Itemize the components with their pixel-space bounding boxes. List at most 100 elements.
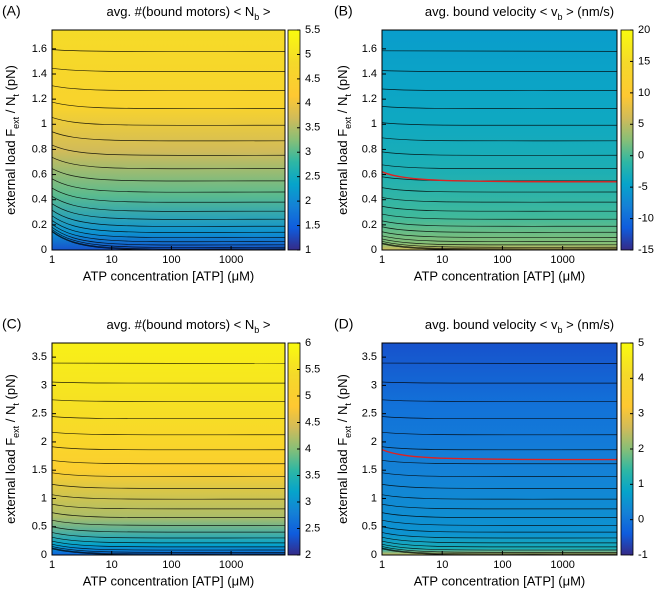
colorbar-tick-label: 5 <box>638 118 644 130</box>
chart-title-part: b <box>254 12 259 22</box>
colorbar-tick-label: 3 <box>638 408 644 420</box>
contour-line <box>51 494 286 500</box>
contour-line <box>381 536 618 544</box>
x-tick-label: 1000 <box>219 254 243 266</box>
colorbar-tick-label: 5 <box>305 390 311 402</box>
contour-line <box>381 235 618 242</box>
contour-line <box>51 196 286 212</box>
y-axis-label-part: / N <box>3 97 18 117</box>
y-axis-label-part: (pN) <box>3 374 18 403</box>
contour-line <box>51 399 286 402</box>
y-tick-label: 0.6 <box>32 168 47 180</box>
colorbar-tick-label: 4.5 <box>305 73 320 85</box>
panel-label: (A) <box>2 3 21 19</box>
contour-line <box>51 215 286 233</box>
x-tick-label: 10 <box>106 254 118 266</box>
contour-line <box>381 213 618 220</box>
contour-line <box>51 472 286 477</box>
contour-line <box>381 164 618 170</box>
chart-title-part: > <box>259 317 270 332</box>
contour-line <box>381 231 618 238</box>
contour-line <box>381 543 618 551</box>
contour-line <box>381 483 618 489</box>
chart-title-part: avg. #(bound motors) < N <box>106 4 254 19</box>
y-tick-label: 0.4 <box>32 194 47 206</box>
chart-title-part: b <box>557 12 562 22</box>
chart-title: avg. bound velocity < vb > (nm/s) <box>425 4 614 22</box>
zero-contour <box>381 171 618 183</box>
contour-line <box>51 230 286 250</box>
contour-line <box>381 494 618 500</box>
y-axis-label-part: / N <box>3 406 18 426</box>
contour-line <box>381 240 618 248</box>
y-axis-label-part: t <box>343 94 353 97</box>
y-tick-label: 0.2 <box>362 219 377 231</box>
contour-line <box>51 156 286 170</box>
colorbar-tick-label: 3.5 <box>305 122 320 134</box>
y-tick-label: 0 <box>371 244 377 256</box>
colorbar-tick-label: 4.5 <box>305 416 320 428</box>
x-axis-label: ATP concentration [ATP] (μM) <box>414 573 586 588</box>
y-tick-label: 0.2 <box>32 219 47 231</box>
y-axis-label-part: (pN) <box>335 374 350 403</box>
y-tick-label: 0.8 <box>32 143 47 155</box>
colorbar-tick-label: 1 <box>305 244 311 256</box>
y-tick-label: 1.2 <box>362 93 377 105</box>
x-tick-label: 1 <box>49 254 55 266</box>
contour-line <box>51 144 286 156</box>
contour-line <box>51 117 286 126</box>
y-tick-label: 1 <box>371 118 377 130</box>
colorbar-tick-label: 5 <box>305 48 311 60</box>
y-axis-label-part: external load F <box>3 129 18 215</box>
contour-line <box>381 151 618 156</box>
colorbar-tick-label: 5.5 <box>305 363 320 375</box>
contour-line <box>51 223 286 243</box>
contour-line <box>51 101 286 109</box>
colorbar-tick-label: 10 <box>638 87 650 99</box>
y-tick-label: 2.5 <box>32 408 47 420</box>
colorbar-tick-label: 4 <box>638 372 644 384</box>
y-axis-label-part: ext <box>11 116 21 129</box>
contour-line <box>51 187 286 203</box>
plot-frame <box>381 29 618 251</box>
colorbar-tick-label: 3 <box>305 496 311 508</box>
x-tick-label: 1000 <box>550 559 574 571</box>
contour-line <box>381 399 618 402</box>
y-axis-label-part: external load F <box>335 438 350 524</box>
y-tick-label: 1.5 <box>32 464 47 476</box>
colorbar-tick-label: 6 <box>305 337 311 349</box>
contour-line <box>51 203 286 220</box>
colorbar-tick-label: 4 <box>305 97 311 109</box>
colorbar-tick-label: 2 <box>305 195 311 207</box>
contour-line <box>51 519 286 526</box>
chart-title-part: avg. bound velocity < v <box>425 4 558 19</box>
y-tick-label: 1 <box>41 492 47 504</box>
chart-title: avg. #(bound motors) < Nb > <box>106 317 270 335</box>
colorbar-tick-label: 2 <box>305 549 311 561</box>
colorbar-tick-label: 15 <box>638 55 650 67</box>
colorbar-tick-label: 2.5 <box>305 522 320 534</box>
contour-line <box>51 526 286 533</box>
panel-label: (D) <box>334 316 353 332</box>
y-axis-label-part: ext <box>343 116 353 129</box>
y-tick-label: 0.5 <box>362 521 377 533</box>
y-tick-label: 1.2 <box>32 93 47 105</box>
contour-line <box>381 416 618 420</box>
y-tick-label: 1.6 <box>362 43 377 55</box>
contour-line <box>381 242 618 250</box>
colorbar-tick-label: 1.5 <box>305 219 320 231</box>
y-tick-label: 1 <box>41 118 47 130</box>
x-tick-label: 1 <box>379 559 385 571</box>
y-tick-label: 3 <box>41 379 47 391</box>
chart-title: avg. bound velocity < vb > (nm/s) <box>425 317 614 335</box>
colorbar-tick-label: 4 <box>305 443 311 455</box>
x-axis-label: ATP concentration [ATP] (μM) <box>83 268 255 283</box>
y-tick-label: 0.8 <box>362 143 377 155</box>
contour-line <box>381 519 618 526</box>
y-tick-label: 1 <box>371 492 377 504</box>
y-axis-label-part: ext <box>343 425 353 438</box>
chart-title-part: > <box>259 4 270 19</box>
chart-title-part: > (nm/s) <box>562 4 614 19</box>
